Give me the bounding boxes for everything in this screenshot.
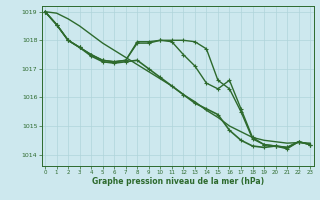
X-axis label: Graphe pression niveau de la mer (hPa): Graphe pression niveau de la mer (hPa) bbox=[92, 177, 264, 186]
